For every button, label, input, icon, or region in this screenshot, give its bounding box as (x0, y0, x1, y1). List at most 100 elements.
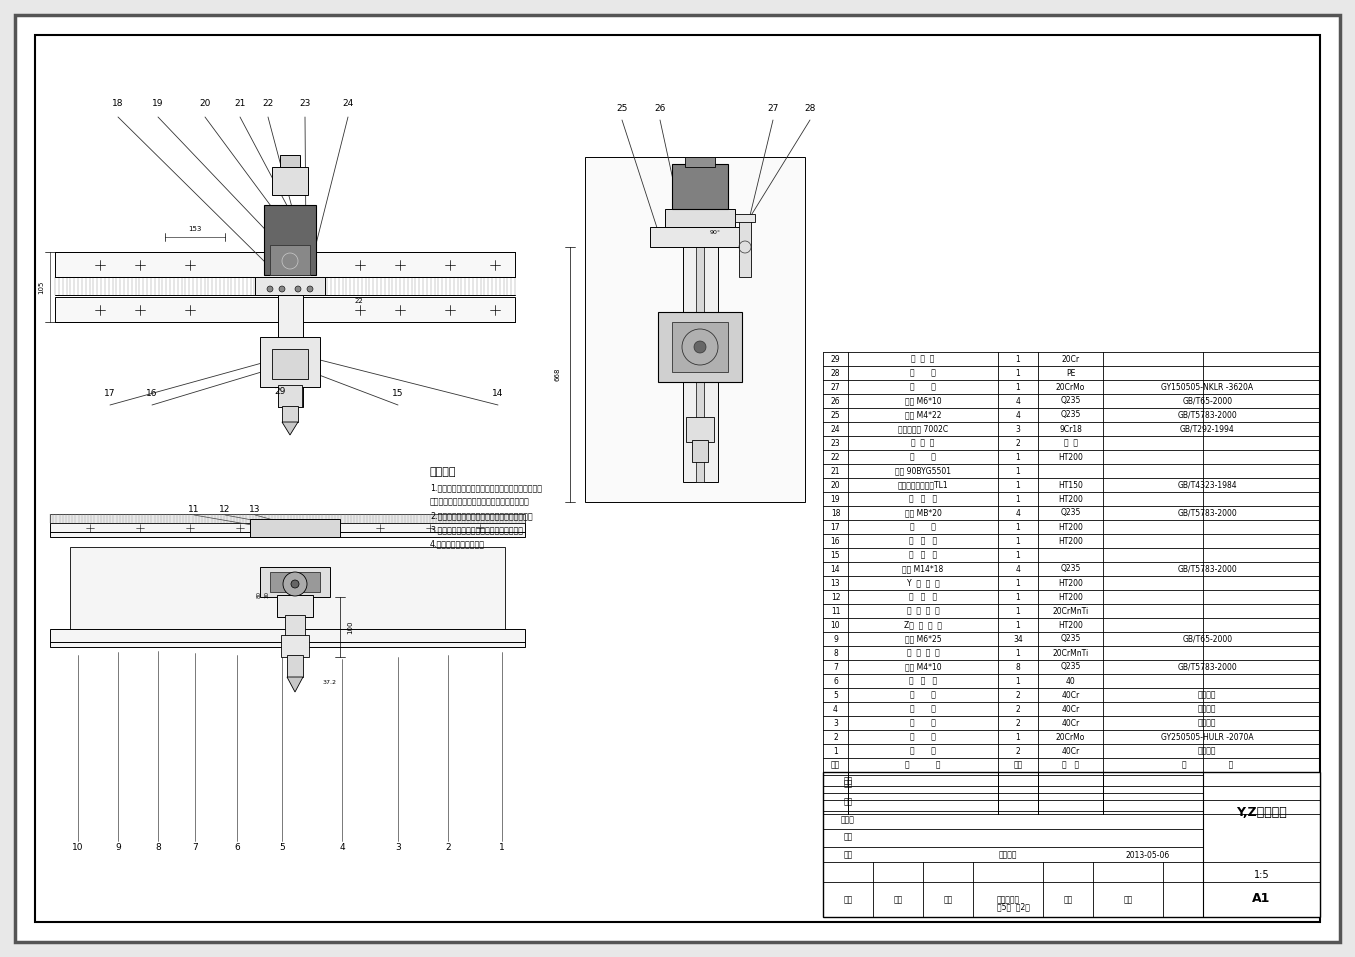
Text: 6: 6 (833, 677, 837, 685)
Text: 2: 2 (446, 842, 451, 852)
Text: 105: 105 (38, 280, 43, 294)
Text: 1: 1 (1016, 466, 1020, 476)
Text: 4.油窗安装要牢固美观。: 4.油窗安装要牢固美观。 (430, 540, 485, 548)
Text: Q235: Q235 (1061, 508, 1081, 518)
Text: 橡  胶: 橡 胶 (1064, 438, 1077, 448)
Text: 导       轨: 导 轨 (911, 746, 936, 755)
Text: 5: 5 (279, 842, 285, 852)
Text: 21: 21 (831, 466, 840, 476)
Text: 1: 1 (1016, 537, 1020, 545)
Text: 数量: 数量 (1014, 761, 1023, 769)
Polygon shape (282, 422, 298, 435)
Bar (696, 237, 705, 482)
Text: 9Cr18: 9Cr18 (1060, 425, 1081, 434)
Text: 审核: 审核 (843, 797, 852, 807)
Text: 丝       杠: 丝 杠 (911, 732, 936, 742)
Bar (734, 214, 755, 222)
Bar (650, 227, 751, 247)
Text: 软       管: 软 管 (911, 368, 936, 377)
Bar (70, 547, 505, 637)
Bar (260, 337, 320, 387)
Text: 1: 1 (1016, 649, 1020, 657)
Text: 26: 26 (654, 104, 665, 113)
Text: 153: 153 (188, 226, 202, 232)
Bar (822, 772, 1320, 917)
Text: 第5页  第2张: 第5页 第2张 (996, 902, 1030, 911)
Text: 2: 2 (1016, 438, 1020, 448)
Text: 12: 12 (831, 592, 840, 602)
Text: 工厂: 工厂 (843, 776, 852, 786)
Text: 数量: 数量 (893, 896, 902, 904)
Text: 23: 23 (831, 438, 840, 448)
Text: 25: 25 (831, 411, 840, 419)
Text: 1.零件在装配前必须清洗干净，不得有毛刺、飞边、: 1.零件在装配前必须清洗干净，不得有毛刺、飞边、 (430, 483, 542, 493)
Text: 轴  承  卡: 轴 承 卡 (912, 354, 935, 364)
Text: 5: 5 (833, 691, 837, 700)
Text: Q235: Q235 (1061, 396, 1081, 406)
Text: 40Cr: 40Cr (1061, 746, 1080, 755)
Text: 27: 27 (831, 383, 840, 391)
Text: 平       轨: 平 轨 (911, 704, 936, 714)
Text: 21: 21 (234, 99, 245, 108)
Text: 7: 7 (192, 842, 198, 852)
Text: 工   字   钢: 工 字 钢 (909, 677, 938, 685)
Text: 3: 3 (833, 719, 837, 727)
Text: 1: 1 (1016, 523, 1020, 531)
Bar (276, 595, 313, 617)
Text: 设计: 设计 (843, 851, 852, 859)
Text: 氧化皮、锈蚀、切屑、油污、着色剂和灰尘等。: 氧化皮、锈蚀、切屑、油污、着色剂和灰尘等。 (430, 498, 530, 506)
Text: 3: 3 (1015, 425, 1020, 434)
Text: 2: 2 (1016, 746, 1020, 755)
Text: 29: 29 (831, 354, 840, 364)
Text: 导       轨: 导 轨 (911, 691, 936, 700)
Text: 更改文件号: 更改文件号 (996, 896, 1019, 904)
Text: 1: 1 (1016, 592, 1020, 602)
Text: 电机 90BYG5501: 电机 90BYG5501 (896, 466, 951, 476)
Text: 日期: 日期 (1123, 896, 1133, 904)
Bar (280, 155, 299, 167)
Text: Q235: Q235 (1061, 634, 1081, 643)
Text: 2: 2 (1016, 704, 1020, 714)
Bar (270, 572, 320, 592)
Text: 螺栓 MB*20: 螺栓 MB*20 (905, 508, 942, 518)
Text: 28: 28 (805, 104, 816, 113)
Text: HT200: HT200 (1058, 537, 1083, 545)
Text: 1: 1 (1016, 480, 1020, 489)
Text: 20CrMnTi: 20CrMnTi (1053, 649, 1088, 657)
Bar (585, 157, 805, 502)
Text: GY250505-HULR -2070A: GY250505-HULR -2070A (1161, 732, 1253, 742)
Text: 3.滚珠丝杠副轴承压紧力矩参考手册查取。: 3.滚珠丝杠副轴承压紧力矩参考手册查取。 (430, 525, 523, 535)
Text: 20CrMo: 20CrMo (1056, 732, 1085, 742)
Bar (280, 635, 309, 657)
Text: 2013-05-06: 2013-05-06 (1126, 851, 1171, 859)
Text: 14: 14 (492, 389, 504, 398)
Text: 4: 4 (339, 842, 344, 852)
Text: 1: 1 (1016, 732, 1020, 742)
Text: 1: 1 (833, 746, 837, 755)
Text: 12: 12 (220, 505, 230, 515)
Text: 9: 9 (115, 842, 121, 852)
Bar (672, 322, 728, 372)
Text: 10: 10 (831, 620, 840, 630)
Bar (272, 349, 308, 379)
Bar (272, 167, 308, 195)
Text: 19: 19 (152, 99, 164, 108)
Text: A1: A1 (1252, 893, 1271, 905)
Text: 18: 18 (831, 508, 840, 518)
Bar (56, 297, 515, 322)
Text: 6: 6 (234, 842, 240, 852)
Text: 20CrMnTi: 20CrMnTi (1053, 607, 1088, 615)
Bar (270, 245, 310, 275)
Text: Y  轴  滑  果: Y 轴 滑 果 (906, 578, 939, 588)
Text: 4: 4 (1015, 411, 1020, 419)
Text: 2.装配时零件不允许磕碰、划伤和锈蚀等情况。: 2.装配时零件不允许磕碰、划伤和锈蚀等情况。 (430, 511, 533, 521)
Text: HT200: HT200 (1058, 592, 1083, 602)
Text: 平       轨: 平 轨 (911, 719, 936, 727)
Text: 40Cr: 40Cr (1061, 704, 1080, 714)
Text: 40Cr: 40Cr (1061, 719, 1080, 727)
Bar (738, 217, 751, 277)
Text: 2: 2 (1016, 691, 1020, 700)
Text: 法       兰: 法 兰 (911, 383, 936, 391)
Text: 2: 2 (833, 732, 837, 742)
Circle shape (283, 572, 308, 596)
